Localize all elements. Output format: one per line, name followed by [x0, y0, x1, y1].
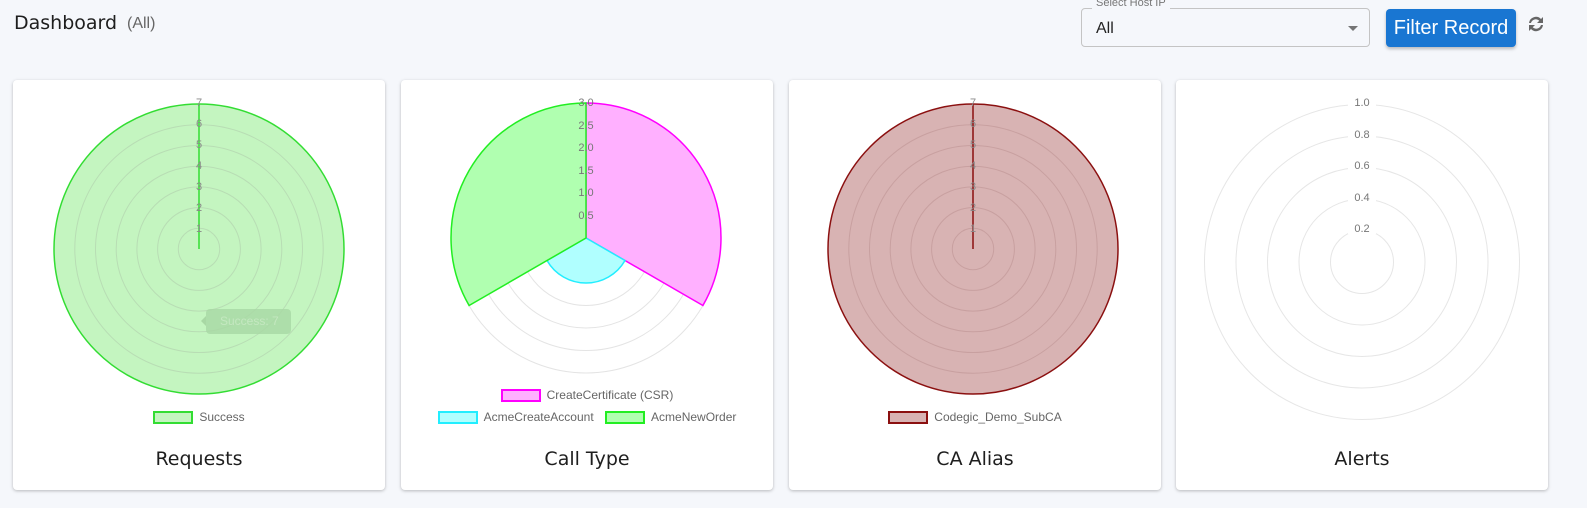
ca-alias-card: 1 2 3 4 5 6 7 Codegic_Demo_SubCA CA Alias [789, 80, 1161, 490]
call-type-legend-row2: AcmeCreateAccount AcmeNewOrder [401, 410, 773, 427]
svg-text:1.0: 1.0 [1354, 97, 1369, 109]
svg-text:2: 2 [196, 202, 202, 214]
svg-text:1.0: 1.0 [578, 187, 593, 199]
card-title: CA Alias [936, 448, 1014, 470]
svg-text:1: 1 [970, 223, 976, 235]
svg-text:7: 7 [970, 97, 976, 109]
svg-text:0.8: 0.8 [1354, 129, 1369, 141]
svg-text:2.0: 2.0 [578, 142, 593, 154]
legend-item-success[interactable]: Success [153, 410, 245, 424]
requests-legend: Success [13, 410, 385, 427]
alerts-card: 0.2 0.4 0.6 0.8 1.0 Alerts [1176, 80, 1548, 490]
svg-text:7: 7 [196, 97, 202, 109]
call-type-polar-chart[interactable]: 0.5 1.0 1.5 2.0 2.5 3.0 [401, 80, 773, 400]
chevron-down-icon [1348, 26, 1358, 31]
card-title: Call Type [544, 448, 630, 470]
alerts-polar-chart[interactable]: 0.2 0.4 0.6 0.8 1.0 [1176, 80, 1548, 440]
legend-item-acmecreateaccount[interactable]: AcmeCreateAccount [437, 410, 594, 424]
svg-text:3.0: 3.0 [578, 97, 593, 109]
call-type-legend: CreateCertificate (CSR) [401, 388, 773, 405]
requests-polar-chart[interactable]: 1 2 3 4 5 6 7 Success: 7 [13, 80, 385, 420]
page-title: Dashboard [14, 12, 118, 34]
svg-text:3: 3 [970, 181, 976, 193]
legend-item-acmeneworder[interactable]: AcmeNewOrder [605, 410, 736, 424]
call-type-card: 0.5 1.0 1.5 2.0 2.5 3.0 CreateCertificate (C… [401, 80, 773, 490]
svg-text:5: 5 [970, 139, 976, 151]
svg-text:3: 3 [196, 181, 202, 193]
svg-text:6: 6 [196, 118, 202, 130]
card-title: Alerts [1334, 448, 1390, 470]
svg-text:1.5: 1.5 [578, 165, 593, 177]
svg-text:0.6: 0.6 [1354, 160, 1369, 172]
requests-card: 1 2 3 4 5 6 7 Success: 7 Success Requests [13, 80, 385, 490]
legend-item-codegic-demo-subca[interactable]: Codegic_Demo_SubCA [888, 410, 1062, 424]
svg-text:0.2: 0.2 [1354, 223, 1369, 235]
ca-alias-polar-chart[interactable]: 1 2 3 4 5 6 7 [789, 80, 1161, 420]
svg-text:4: 4 [196, 160, 202, 172]
refresh-icon[interactable] [1524, 12, 1548, 36]
page-subtitle: (All) [127, 15, 156, 32]
svg-text:0.5: 0.5 [578, 210, 593, 222]
filter-record-button[interactable]: Filter Record [1386, 9, 1516, 47]
card-title: Requests [155, 448, 243, 470]
svg-text:6: 6 [970, 118, 976, 130]
svg-text:4: 4 [970, 160, 976, 172]
ca-alias-legend: Codegic_Demo_SubCA [789, 410, 1161, 427]
svg-text:5: 5 [196, 139, 202, 151]
legend-item-createcertificate[interactable]: CreateCertificate (CSR) [500, 388, 673, 402]
svg-text:2: 2 [970, 202, 976, 214]
host-ip-select-value: All [1096, 20, 1114, 37]
svg-text:1: 1 [196, 223, 202, 235]
chart-tooltip: Success: 7 [220, 314, 279, 328]
svg-text:2.5: 2.5 [578, 120, 593, 132]
svg-text:0.4: 0.4 [1354, 192, 1369, 204]
host-ip-select[interactable]: Select Host IP All [1081, 0, 1370, 47]
host-ip-select-label: Select Host IP [1092, 0, 1170, 9]
